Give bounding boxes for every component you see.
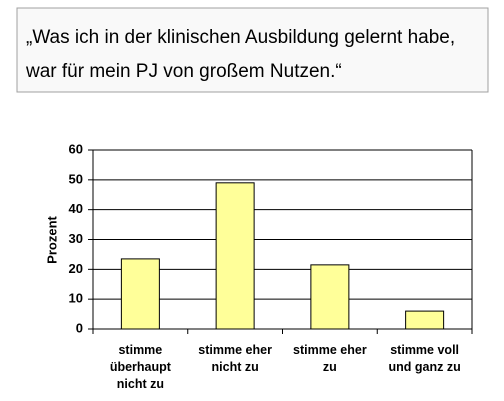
x-tick-label: stimme eher nicht zu <box>198 343 272 374</box>
bar <box>310 264 350 330</box>
bar <box>120 258 160 330</box>
y-tick-label: 10 <box>69 291 83 306</box>
y-tick-label: 50 <box>69 171 83 186</box>
title-box <box>16 7 489 93</box>
x-tick-label: stimme voll und ganz zu <box>389 343 461 374</box>
y-tick-label: 40 <box>69 201 83 216</box>
y-tick-label: 30 <box>69 231 83 246</box>
y-tick-label: 60 <box>69 141 83 156</box>
chart-title: war für mein PJ von großem Nutzen.“ <box>25 61 342 82</box>
bar <box>405 310 445 330</box>
bar <box>215 182 255 330</box>
x-tick-label: stimme eher zu <box>293 343 367 374</box>
y-axis-label: Prozent <box>44 215 59 263</box>
y-tick-label: 0 <box>76 320 83 335</box>
x-tick-label: stimme überhaupt nicht zu <box>110 343 172 391</box>
chart-title: „Was ich in der klinischen Ausbildung ge… <box>26 27 455 48</box>
y-tick-label: 20 <box>69 261 83 276</box>
